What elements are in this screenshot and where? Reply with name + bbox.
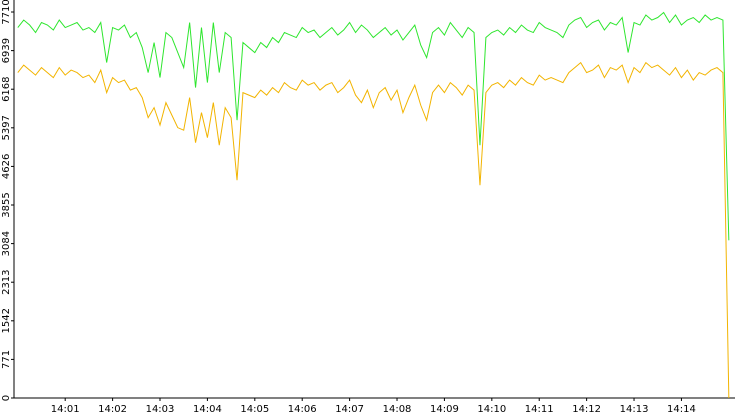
y-tick-label: 3855 <box>1 192 12 217</box>
y-tick-label: 4626 <box>1 154 12 179</box>
x-tick-label: 14:01 <box>51 404 80 415</box>
x-tick-label: 14:14 <box>667 404 696 415</box>
y-tick-label: 771 <box>1 350 12 369</box>
x-tick-label: 14:03 <box>146 404 175 415</box>
y-tick-label: 6168 <box>1 76 12 101</box>
y-tick-label: 0 <box>1 395 12 401</box>
y-tick-label: 2313 <box>1 269 12 294</box>
y-tick-label: 6939 <box>1 38 12 63</box>
x-tick-label: 14:08 <box>383 404 412 415</box>
y-tick-label: 5397 <box>1 115 12 140</box>
x-tick-label: 14:07 <box>335 404 364 415</box>
x-tick-label: 14:11 <box>525 404 554 415</box>
x-tick-label: 14:13 <box>620 404 649 415</box>
y-tick-label: 1542 <box>1 308 12 333</box>
y-tick-label: 7710 <box>1 0 12 25</box>
x-tick-label: 14:09 <box>430 404 459 415</box>
x-tick-label: 14:06 <box>288 404 317 415</box>
x-tick-label: 14:10 <box>477 404 506 415</box>
x-tick-label: 14:02 <box>98 404 127 415</box>
y-tick-label: 3084 <box>1 231 12 256</box>
x-tick-label: 14:04 <box>193 404 222 415</box>
x-tick-label: 14:12 <box>572 404 601 415</box>
series-line <box>17 11 730 241</box>
x-tick-label: 14:05 <box>240 404 269 415</box>
series-line <box>17 61 730 399</box>
